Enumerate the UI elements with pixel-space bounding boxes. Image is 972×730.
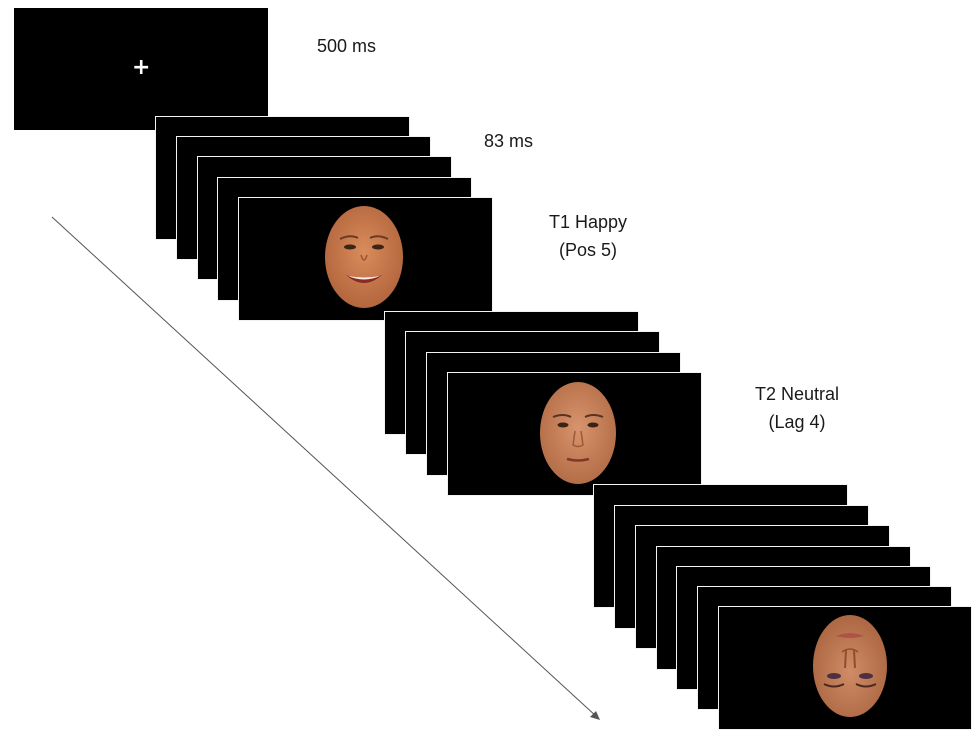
stimulus-duration-label: 83 ms: [484, 131, 534, 151]
fixation-frame: +: [14, 8, 268, 130]
t2-label-line1: T2 Neutral: [754, 384, 840, 404]
inverted-face-frame: [718, 606, 972, 730]
t2-label-line2: (Lag 4): [768, 412, 826, 432]
happy-face-icon: [325, 206, 403, 308]
t2-frame: [447, 372, 702, 496]
inverted-face-icon: [813, 615, 887, 717]
t1-frame: [238, 197, 493, 321]
t1-label-line1: T1 Happy: [548, 212, 628, 232]
fixation-duration-label: 500 ms: [317, 36, 377, 56]
fixation-cross: +: [132, 55, 151, 80]
neutral-face-icon: [540, 382, 616, 484]
t1-label-line2: (Pos 5): [558, 240, 618, 260]
